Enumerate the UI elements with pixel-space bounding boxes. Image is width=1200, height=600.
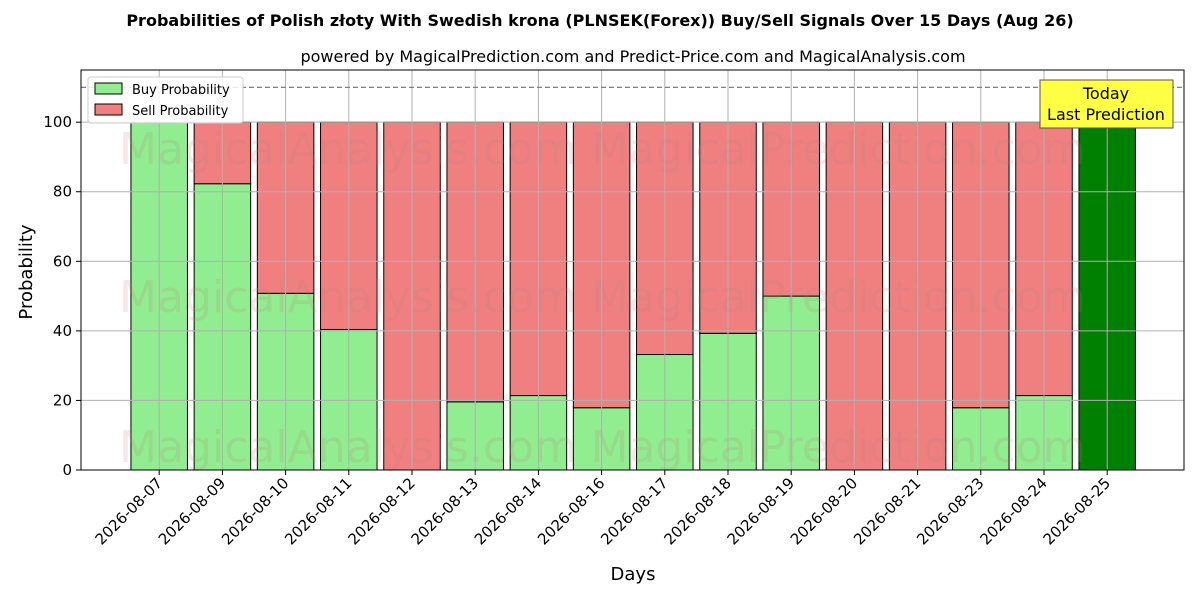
x-tick-label: 2026-08-20 <box>787 474 861 548</box>
watermark-text: MagicalPrediction.com <box>591 272 1086 323</box>
legend: Buy Probability Sell Probability <box>87 76 244 124</box>
plot-area: MagicalAnalysis.com MagicalPrediction.com… <box>43 69 1185 548</box>
x-tick-label: 2026-08-12 <box>344 474 418 548</box>
x-tick-label: 2026-08-18 <box>660 474 734 548</box>
x-tick-label: 2026-08-14 <box>471 474 545 548</box>
x-tick-label: 2026-08-09 <box>155 474 229 548</box>
legend-swatch-sell <box>94 103 123 116</box>
y-tick-label: 100 <box>43 113 72 131</box>
watermark-text: MagicalPrediction.com <box>591 124 1086 175</box>
today-box <box>1039 79 1174 129</box>
chart-subtitle: powered by MagicalPrediction.com and Pre… <box>300 47 965 66</box>
chart-title: Probabilities of Polish złoty With Swedi… <box>126 11 1073 30</box>
y-tick-label: 20 <box>53 391 72 409</box>
watermark-text: MagicalAnalysis.com <box>119 422 577 473</box>
today-label: Today <box>1082 84 1129 103</box>
x-tick-label: 2026-08-19 <box>724 474 798 548</box>
x-tick-label: 2026-08-17 <box>597 474 671 548</box>
x-tick-label: 2026-08-07 <box>92 474 166 548</box>
y-tick-label: 80 <box>53 183 72 201</box>
x-tick-label: 2026-08-16 <box>534 474 608 548</box>
x-tick-label: 2026-08-11 <box>281 474 355 548</box>
legend-swatch-buy <box>94 82 123 95</box>
legend-box <box>87 76 244 124</box>
x-tick-label: 2026-08-25 <box>1040 474 1114 548</box>
last-prediction-label: Last Prediction <box>1047 105 1165 124</box>
watermark-text: MagicalPrediction.com <box>591 422 1086 473</box>
today-annotation: Today Last Prediction <box>1039 79 1174 129</box>
plot-frame <box>80 69 1185 471</box>
x-axis-label: Days <box>611 564 656 585</box>
legend-label-sell: Sell Probability <box>132 104 229 119</box>
watermark-text: MagicalAnalysis.com <box>119 124 577 175</box>
x-tick-label: 2026-08-10 <box>218 474 292 548</box>
y-axis-label: Probability <box>16 224 37 319</box>
x-tick-label: 2026-08-21 <box>850 474 924 548</box>
y-tick-label: 40 <box>53 322 72 340</box>
y-tick-label: 60 <box>53 252 72 270</box>
x-tick-label: 2026-08-23 <box>913 474 987 548</box>
x-tick-label: 2026-08-24 <box>976 474 1050 548</box>
x-tick-label: 2026-08-13 <box>408 474 482 548</box>
y-tick-label: 0 <box>62 461 72 479</box>
legend-label-buy: Buy Probability <box>132 83 230 98</box>
watermark-text: MagicalAnalysis.com <box>119 272 577 323</box>
